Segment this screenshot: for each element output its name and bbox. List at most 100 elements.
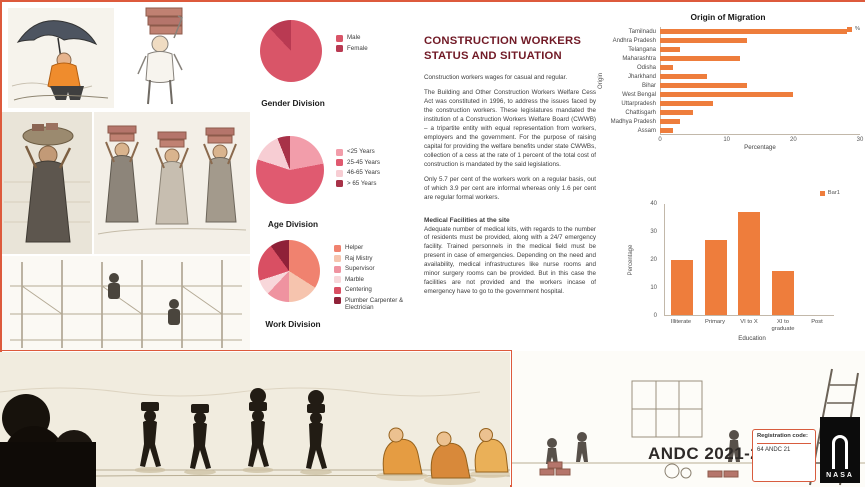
y-tick: 30 — [650, 229, 657, 235]
x-tick: 30 — [856, 137, 864, 143]
workers-group-sketch — [94, 112, 250, 254]
legend-swatch — [846, 26, 852, 32]
category-label: Andhra Pradesh — [612, 37, 656, 44]
category-label: Jharkhand — [627, 73, 656, 80]
origin-chart-plot: Tamilnadu Andhra Pradesh Telangana Maharash… — [606, 27, 860, 135]
bar-track — [660, 99, 860, 108]
legend-swatch — [334, 286, 341, 294]
x-tick: 10 — [723, 137, 730, 143]
bar-track — [660, 108, 860, 117]
category-label: Primary — [705, 319, 725, 325]
category-label: Post — [811, 319, 823, 325]
legend-swatch — [336, 34, 343, 42]
bar — [660, 29, 847, 34]
x-axis-line — [660, 134, 860, 135]
page-title-line1: CONSTRUCTION WORKERS — [424, 35, 582, 47]
scene-divider-line — [511, 350, 512, 487]
registration-label: Registration code: — [757, 433, 811, 445]
work-division-caption: Work Division — [265, 319, 321, 329]
legend-item: Male — [336, 34, 368, 42]
workers-group-illustration — [94, 112, 250, 254]
legend-item: Plumber Carpenter & Electrician — [334, 297, 409, 312]
page-title: CONSTRUCTION WORKERS STATUS AND SITUATIO… — [424, 34, 596, 63]
panorama-sketch — [0, 352, 510, 487]
bar — [660, 74, 707, 79]
legend-item: Marble — [334, 275, 409, 283]
bar — [772, 270, 795, 315]
bar-column — [766, 204, 800, 315]
bar-track — [660, 54, 860, 63]
top-border-line — [0, 0, 865, 2]
legend-item: 25-45 Years — [336, 158, 381, 166]
bar — [738, 212, 761, 315]
legend-item: <25 Years — [336, 148, 380, 156]
legend-label: Centering — [345, 286, 372, 293]
category-label: Odisha — [636, 64, 656, 71]
legend-label: 25-45 Years — [347, 158, 381, 166]
bar — [660, 56, 740, 61]
x-tick: 20 — [789, 137, 797, 143]
legend-swatch — [334, 297, 341, 304]
education-chart-x-axis-label: Education — [738, 335, 766, 343]
legend-item: > 65 Years — [336, 180, 380, 187]
origin-chart-title: Origin of Migration — [690, 12, 766, 22]
y-tick: 40 — [650, 201, 657, 207]
legend-swatch — [819, 190, 825, 196]
bar-row: Telangana — [606, 45, 860, 54]
legend-item: Helper — [334, 244, 409, 252]
umbrella-worker-sketch — [8, 8, 114, 108]
bar-row: Odisha — [606, 63, 860, 72]
text-column: CONSTRUCTION WORKERS STATUS AND SITUATIO… — [424, 34, 596, 297]
bar-track — [660, 126, 860, 135]
legend-label: Plumber Carpenter & Electrician — [345, 296, 404, 311]
legend-item: 46-65 Years — [336, 169, 380, 177]
umbrella-worker-illustration — [8, 8, 114, 108]
intro-text: Construction workers wages for casual an… — [424, 74, 568, 82]
y-tick: 0 — [653, 313, 657, 319]
scaffolding-illustration — [2, 256, 250, 350]
legend-swatch — [334, 244, 341, 252]
y-tick: 20 — [650, 257, 657, 263]
medical-facilities-heading: Medical Facilities at the site — [424, 216, 510, 224]
bar-row: Madhya Pradesh — [606, 117, 860, 126]
education-chart-y-axis-label: Percentage — [628, 244, 634, 276]
origin-of-migration-chart: Origin of Migration % Origin Tamilnadu An… — [596, 12, 863, 151]
gender-division-caption: Gender Division — [261, 98, 325, 108]
bar-row: Andhra Pradesh — [606, 36, 860, 45]
origin-chart-y-axis-label: Origin — [596, 27, 606, 135]
bar-row: Assam — [606, 126, 860, 135]
welfare-act-paragraph: The Building and Other Construction Work… — [424, 89, 596, 168]
bar — [660, 65, 674, 70]
origin-chart-body: Origin Tamilnadu Andhra Pradesh Telangana M… — [596, 27, 860, 135]
legend-item: Centering — [334, 286, 409, 294]
panorama-silhouettes-illustration — [0, 352, 510, 487]
bar-track — [660, 72, 860, 81]
headload-woman-illustration — [2, 112, 92, 254]
bar — [660, 101, 714, 106]
bar-track — [660, 90, 860, 99]
bar-column — [699, 204, 733, 315]
work-division-pie-chart — [258, 240, 320, 302]
bar — [660, 92, 794, 97]
regular-workers-paragraph: Only 5.7 per cent of the workers work on… — [424, 175, 596, 201]
sitting-workers-sketch — [376, 427, 510, 485]
education-chart-body: Percentage 0 10 20 30 40 Illiterate Primary VI… — [628, 201, 834, 332]
origin-chart-legend: % — [846, 26, 860, 32]
brick-carrier-illustration — [120, 4, 200, 110]
legend-item: Female — [336, 44, 368, 52]
legend-swatch — [334, 265, 341, 273]
education-chart-legend: Bar1 — [819, 190, 840, 196]
legend-label: Marble — [345, 275, 364, 283]
bar-track — [660, 27, 860, 36]
sitting-workers-illustration — [372, 382, 512, 485]
left-border-line — [0, 0, 2, 487]
legend-label: Female — [347, 44, 368, 52]
registration-box: Registration code: 64 ANDC 21 — [752, 429, 816, 482]
y-axis-line — [660, 27, 661, 135]
education-chart-plot — [664, 204, 834, 316]
bar-column — [733, 204, 767, 315]
bar-row: Jharkhand — [606, 72, 860, 81]
bar — [670, 259, 693, 315]
bar-row: Uttarpradesh — [606, 99, 860, 108]
